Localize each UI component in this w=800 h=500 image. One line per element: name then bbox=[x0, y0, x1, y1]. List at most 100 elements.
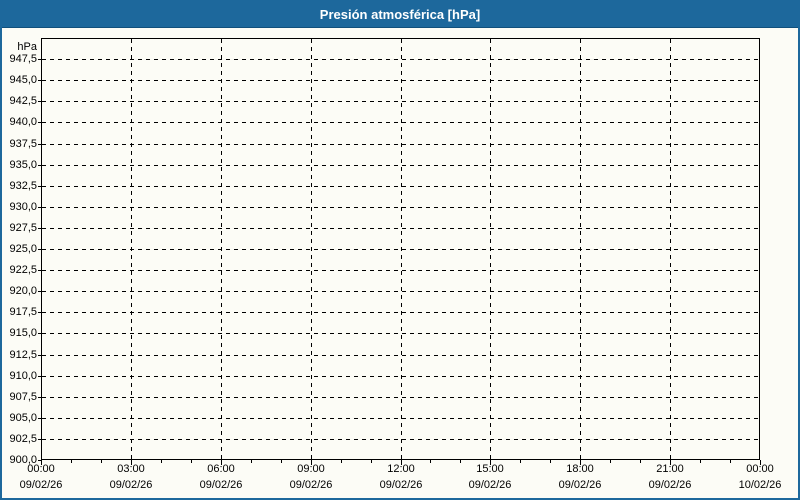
h-gridline bbox=[42, 291, 759, 292]
x-tick-time-label: 09:00 bbox=[297, 463, 325, 475]
y-tick-label: 937,5 bbox=[9, 138, 37, 150]
h-gridline bbox=[42, 418, 759, 419]
x-tick-date-label: 09/02/26 bbox=[379, 479, 423, 491]
y-tick-label: 922,5 bbox=[9, 264, 37, 276]
x-axis-major-tick bbox=[760, 460, 761, 465]
x-tick-time-label: 06:00 bbox=[207, 463, 235, 475]
x-axis-minor-tick bbox=[610, 460, 611, 463]
h-gridline bbox=[42, 186, 759, 187]
h-gridline bbox=[42, 165, 759, 166]
x-axis-major-tick bbox=[580, 460, 581, 465]
h-gridline bbox=[42, 333, 759, 334]
x-tick-time-label: 00:00 bbox=[746, 463, 774, 475]
h-gridline bbox=[42, 122, 759, 123]
x-tick-date-label: 10/02/26 bbox=[738, 479, 782, 491]
y-axis-tick bbox=[38, 59, 41, 60]
y-axis-tick bbox=[38, 291, 41, 292]
h-gridline bbox=[42, 80, 759, 81]
x-axis-minor-tick bbox=[251, 460, 252, 463]
v-gridline bbox=[580, 39, 581, 459]
x-axis-minor-tick bbox=[640, 460, 641, 463]
y-tick-label: 920,0 bbox=[9, 285, 37, 297]
h-gridline bbox=[42, 355, 759, 356]
x-tick-date-label: 09/02/26 bbox=[289, 479, 333, 491]
x-tick-time-label: 12:00 bbox=[387, 463, 415, 475]
x-axis-minor-tick bbox=[371, 460, 372, 463]
y-tick-label: 942,5 bbox=[9, 95, 37, 107]
y-tick-label: 910,0 bbox=[9, 370, 37, 382]
plot-area bbox=[41, 38, 760, 460]
x-axis-minor-tick bbox=[700, 460, 701, 463]
y-tick-label: 945,0 bbox=[9, 74, 37, 86]
x-axis-minor-tick bbox=[71, 460, 72, 463]
y-axis-tick bbox=[38, 439, 41, 440]
y-tick-label: 932,5 bbox=[9, 180, 37, 192]
x-tick-time-label: 21:00 bbox=[656, 463, 684, 475]
v-gridline bbox=[221, 39, 222, 459]
v-gridline bbox=[401, 39, 402, 459]
x-tick-date-label: 09/02/26 bbox=[109, 479, 153, 491]
x-tick-time-label: 18:00 bbox=[566, 463, 594, 475]
chart-title-bar: Presión atmosférica [hPa] bbox=[2, 2, 798, 28]
y-tick-label: 900,0 bbox=[9, 454, 37, 466]
y-axis-tick bbox=[38, 80, 41, 81]
h-gridline bbox=[42, 270, 759, 271]
y-axis-unit-label: hPa bbox=[17, 41, 37, 53]
x-axis-minor-tick bbox=[281, 460, 282, 463]
chart-area: hPa 947,5 945,0 942,5 940,0 937,5 935,0 932,5 9… bbox=[2, 28, 798, 497]
h-gridline bbox=[42, 376, 759, 377]
y-tick-label: 912,5 bbox=[9, 349, 37, 361]
h-gridline bbox=[42, 101, 759, 102]
x-axis-major-tick bbox=[311, 460, 312, 465]
y-axis-tick bbox=[38, 355, 41, 356]
x-axis-minor-tick bbox=[341, 460, 342, 463]
y-axis-tick bbox=[38, 101, 41, 102]
x-axis-major-tick bbox=[401, 460, 402, 465]
x-axis-minor-tick bbox=[460, 460, 461, 463]
y-axis-tick bbox=[38, 228, 41, 229]
y-tick-label: 905,0 bbox=[9, 412, 37, 424]
y-axis-tick bbox=[38, 397, 41, 398]
y-tick-label: 907,5 bbox=[9, 391, 37, 403]
y-axis-tick bbox=[38, 249, 41, 250]
x-axis-major-tick bbox=[670, 460, 671, 465]
h-gridline bbox=[42, 249, 759, 250]
x-axis-minor-tick bbox=[191, 460, 192, 463]
y-tick-label: 935,0 bbox=[9, 159, 37, 171]
h-gridline bbox=[42, 312, 759, 313]
x-axis-minor-tick bbox=[430, 460, 431, 463]
h-gridline bbox=[42, 207, 759, 208]
x-tick-date-label: 09/02/26 bbox=[468, 479, 512, 491]
x-axis-minor-tick bbox=[550, 460, 551, 463]
y-tick-label: 940,0 bbox=[9, 116, 37, 128]
y-axis-tick bbox=[38, 376, 41, 377]
x-tick-date-label: 09/02/26 bbox=[19, 479, 63, 491]
y-tick-label: 917,5 bbox=[9, 306, 37, 318]
x-tick-time-label: 15:00 bbox=[476, 463, 504, 475]
h-gridline bbox=[42, 439, 759, 440]
x-tick-date-label: 09/02/26 bbox=[199, 479, 243, 491]
x-axis-minor-tick bbox=[520, 460, 521, 463]
y-axis-tick bbox=[38, 144, 41, 145]
v-gridline bbox=[311, 39, 312, 459]
h-gridline bbox=[42, 228, 759, 229]
h-gridline bbox=[42, 144, 759, 145]
y-axis-tick bbox=[38, 333, 41, 334]
x-tick-date-label: 09/02/26 bbox=[648, 479, 692, 491]
x-tick-date-label: 09/02/26 bbox=[558, 479, 602, 491]
y-axis-tick bbox=[38, 165, 41, 166]
y-axis-tick bbox=[38, 312, 41, 313]
x-axis-major-tick bbox=[490, 460, 491, 465]
y-tick-label: 902,5 bbox=[9, 433, 37, 445]
v-gridline bbox=[670, 39, 671, 459]
y-tick-label: 947,5 bbox=[9, 53, 37, 65]
y-axis-tick bbox=[38, 207, 41, 208]
y-tick-label: 925,0 bbox=[9, 243, 37, 255]
chart-title: Presión atmosférica [hPa] bbox=[319, 7, 481, 22]
h-gridline bbox=[42, 397, 759, 398]
y-tick-label: 930,0 bbox=[9, 201, 37, 213]
y-tick-label: 927,5 bbox=[9, 222, 37, 234]
x-axis-major-tick bbox=[221, 460, 222, 465]
y-axis-tick bbox=[38, 270, 41, 271]
y-axis-tick bbox=[38, 418, 41, 419]
